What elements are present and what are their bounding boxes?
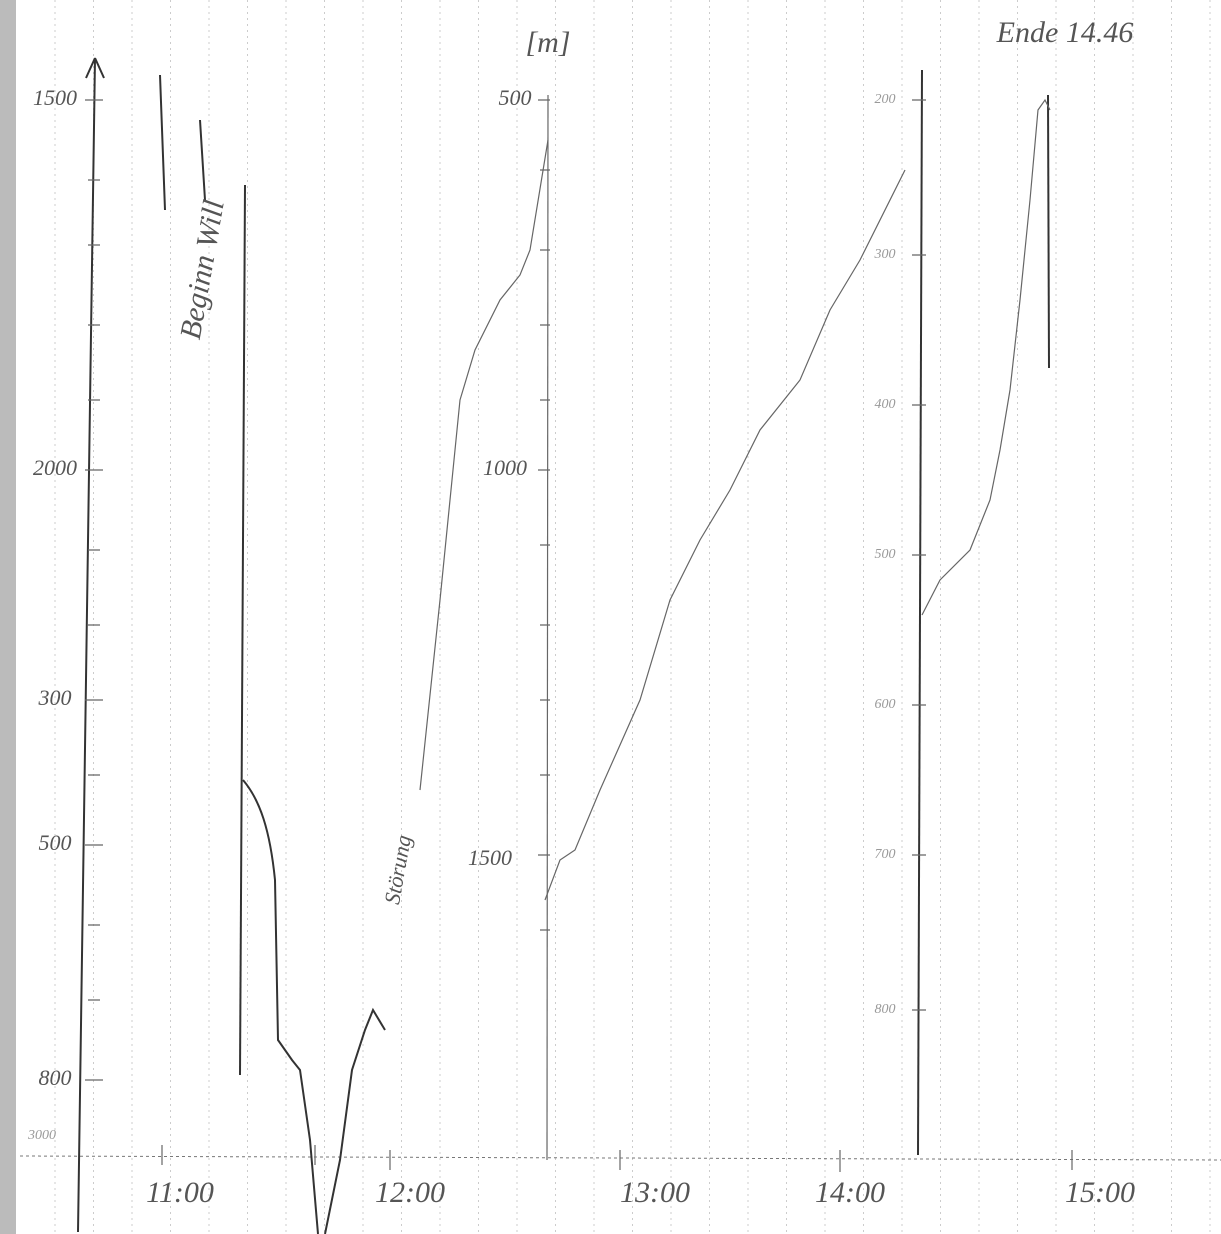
handwritten-label: 1500	[468, 845, 512, 870]
start-line	[239, 184, 246, 1076]
handwritten-label: [m]	[525, 26, 570, 59]
handwritten-label: 500	[499, 85, 532, 110]
handwritten-label: 15:00	[1065, 1176, 1135, 1209]
left-axis	[77, 57, 105, 1233]
scan-edge	[0, 0, 16, 1234]
bracket	[159, 74, 206, 211]
handwritten-label: 1000	[483, 455, 527, 480]
handwritten-label: 200	[875, 92, 896, 107]
curve-3	[544, 169, 906, 901]
handwritten-label: 700	[875, 847, 896, 862]
handwritten-label: 800	[39, 1065, 72, 1090]
handwritten-label: 500	[875, 547, 896, 562]
handwritten-label: 400	[875, 397, 896, 412]
handwritten-label: 11:00	[146, 1176, 214, 1209]
handwritten-label: 14:00	[815, 1176, 885, 1209]
handwritten-label: 300	[38, 685, 72, 710]
curve-2	[419, 139, 549, 791]
handwritten-label: 300	[874, 247, 896, 262]
right-axis	[917, 69, 923, 1156]
paper-grid	[54, 0, 1211, 1234]
handwritten-label: 800	[875, 1002, 896, 1017]
handwritten-label: 13:00	[620, 1176, 690, 1209]
end-line	[1047, 94, 1050, 369]
curve-1	[242, 779, 386, 1234]
handwritten-label: 600	[875, 697, 896, 712]
handwritten-label: 2000	[33, 455, 77, 480]
handwritten-label: 12:00	[375, 1176, 445, 1209]
middle-axis	[546, 94, 549, 1161]
handwritten-label: 3000	[27, 1128, 56, 1143]
handwritten-label: 500	[39, 830, 72, 855]
ticks	[85, 99, 1073, 1172]
handwritten-label: 1500	[33, 85, 77, 110]
curve-4	[921, 98, 1051, 616]
handwritten-label: Ende 14.46	[996, 16, 1134, 49]
